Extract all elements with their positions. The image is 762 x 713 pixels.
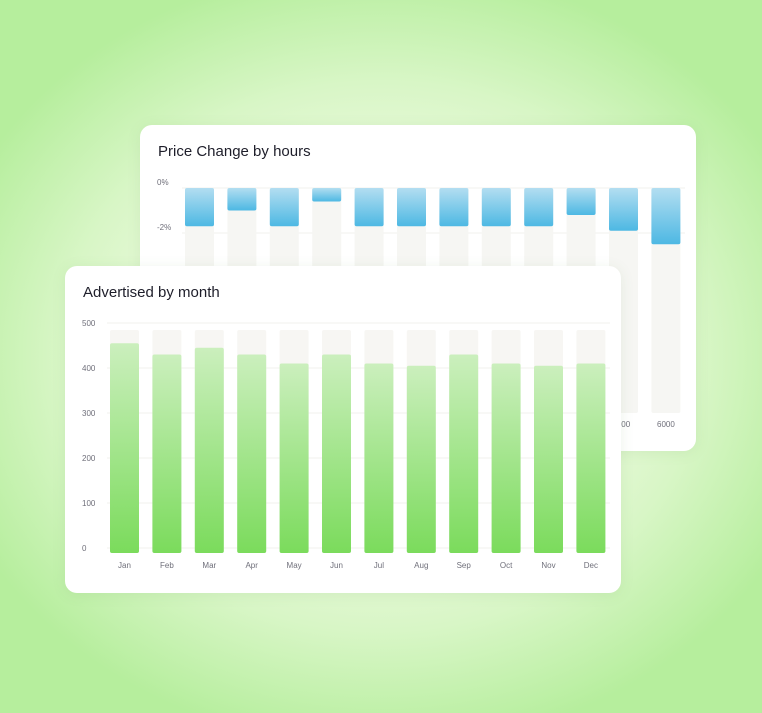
adv-bar — [534, 365, 563, 553]
adv-x-tick: May — [287, 561, 302, 570]
price-y-tick: 0% — [157, 178, 169, 187]
adv-y-tick: 200 — [82, 454, 96, 463]
adv-x-tick: Dec — [584, 561, 598, 570]
adv-bar — [110, 343, 139, 553]
adv-bar — [449, 354, 479, 553]
adv-y-tick: 300 — [82, 409, 96, 418]
adv-x-tick: Sep — [457, 561, 472, 570]
price-bar — [227, 188, 257, 211]
price-bar — [566, 188, 596, 215]
adv-y-tick: 0 — [82, 544, 87, 553]
advertised-chart-title: Advertised by month — [83, 284, 220, 301]
price-chart-title: Price Change by hours — [158, 143, 311, 160]
price-bar — [269, 188, 299, 227]
adv-x-tick: Apr — [245, 561, 258, 570]
adv-x-tick: Nov — [541, 561, 555, 570]
adv-y-tick: 400 — [82, 364, 96, 373]
adv-x-tick: Jun — [330, 561, 343, 570]
price-y-tick: -2% — [157, 223, 171, 232]
price-bar — [397, 188, 426, 227]
adv-x-tick: Aug — [414, 561, 428, 570]
price-bar — [312, 188, 342, 202]
price-bar — [651, 188, 681, 245]
adv-y-tick: 100 — [82, 499, 96, 508]
adv-bar — [491, 363, 521, 553]
advertised-card: Advertised by month 500 400 300 200 100 0 Jan F… — [65, 266, 621, 593]
price-bar — [609, 188, 638, 231]
adv-bar — [576, 363, 606, 553]
adv-bar — [322, 354, 351, 553]
adv-x-tick: Mar — [202, 561, 216, 570]
price-bar — [524, 188, 554, 227]
price-bar — [439, 188, 469, 227]
price-bar — [185, 188, 214, 227]
price-x-tick: 600 — [617, 420, 631, 429]
price-bar — [354, 188, 384, 227]
adv-x-tick: Jul — [374, 561, 384, 570]
price-x-tick: 6000 — [657, 420, 675, 429]
adv-x-tick: Oct — [500, 561, 513, 570]
adv-bar — [194, 347, 224, 553]
adv-x-tick: Jan — [118, 561, 131, 570]
adv-bar — [279, 363, 309, 553]
adv-bar — [364, 363, 394, 553]
adv-bar — [406, 365, 436, 553]
adv-bar — [237, 354, 267, 553]
adv-bar — [152, 354, 182, 553]
adv-x-tick: Feb — [160, 561, 174, 570]
price-bar — [481, 188, 511, 227]
advertised-chart: 500 400 300 200 100 0 Jan Feb Mar Apr May Jun Jul Aug… — [82, 319, 610, 570]
adv-y-tick: 500 — [82, 319, 96, 328]
